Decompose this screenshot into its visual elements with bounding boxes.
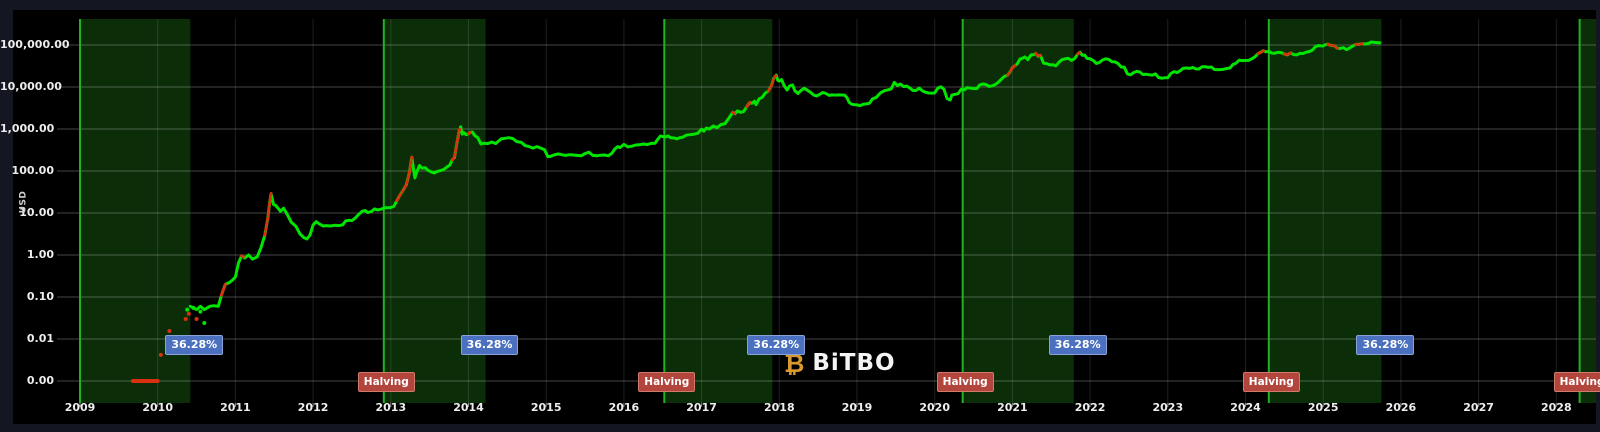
x-axis-tick-label: 2020 [919, 401, 950, 414]
x-axis-tick-label: 2022 [1074, 401, 1106, 414]
halving-badge: Halving [638, 372, 696, 392]
x-axis-tick-label: 2025 [1307, 401, 1339, 414]
bitbo-watermark: ₿ BiTBO [784, 347, 896, 379]
halving-badge: Halving [357, 372, 415, 392]
y-axis-tick-label: 0.00 [26, 374, 54, 387]
halving-badge: Halving [1242, 372, 1300, 392]
x-axis-tick-label: 2012 [297, 401, 329, 414]
y-axis-tick-label: 10,000.00 [0, 80, 62, 93]
y-axis-tick-label: 100.00 [11, 164, 54, 177]
bitbo-logo-icon: ₿ [784, 348, 805, 378]
x-axis-tick-label: 2024 [1230, 401, 1261, 414]
x-axis-tick-label: 2019 [841, 401, 873, 414]
x-axis-tick-label: 2021 [997, 401, 1028, 414]
y-axis-tick-label: 1,000.00 [0, 122, 55, 135]
x-axis-tick-label: 2016 [608, 401, 640, 414]
bitbo-logo-text: BiTBO [812, 349, 896, 376]
halving-badge: Halving [1553, 372, 1600, 392]
y-axis-tick-label: 10.00 [19, 206, 54, 219]
x-axis-tick-label: 2023 [1152, 401, 1184, 414]
x-axis-tick-label: 2027 [1463, 401, 1494, 414]
y-axis-tick-label: 100,000.00 [0, 38, 70, 51]
x-axis-tick-label: 2009 [64, 401, 96, 414]
x-axis-tick-label: 2026 [1385, 401, 1417, 414]
y-axis-unit-label: USD [18, 190, 29, 214]
cycle-progress-badge: 36.28% [460, 335, 519, 355]
cycle-progress-badge: 36.28% [1356, 335, 1415, 355]
x-axis-tick-label: 2013 [375, 401, 407, 414]
x-axis-tick-label: 2010 [142, 401, 173, 414]
y-axis-tick-label: 0.01 [26, 332, 54, 345]
x-axis-tick-label: 2011 [220, 401, 251, 414]
x-axis-tick-label: 2017 [686, 401, 717, 414]
x-axis-tick-label: 2014 [453, 401, 484, 414]
halving-badge: Halving [936, 372, 994, 392]
x-axis-tick-label: 2018 [763, 401, 795, 414]
x-axis-tick-label: 2015 [530, 401, 562, 414]
cycle-progress-badge: 36.28% [165, 335, 224, 355]
y-axis-tick-label: 1.00 [26, 248, 54, 261]
cycle-progress-badge: 36.28% [747, 335, 806, 355]
cycle-progress-badge: 36.28% [1048, 335, 1107, 355]
x-axis-tick-label: 2028 [1540, 401, 1572, 414]
y-axis-tick-label: 0.10 [26, 290, 54, 303]
